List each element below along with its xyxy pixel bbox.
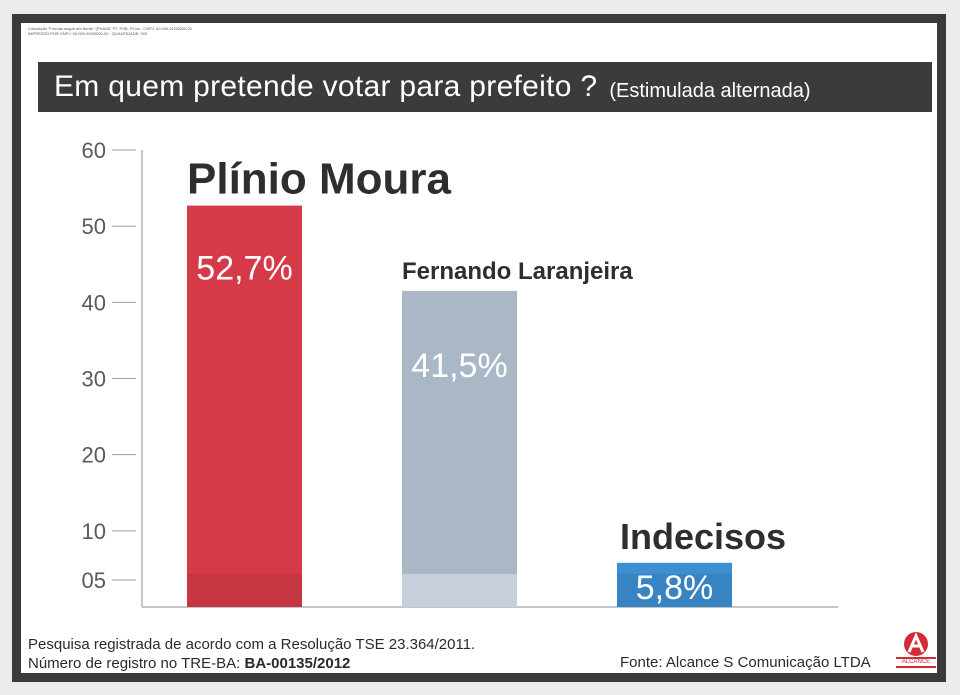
bar-value-label: 41,5% [411,347,507,385]
registration-number: BA-00135/2012 [244,655,351,672]
bar-base-band [187,574,302,607]
chart-subtitle: (Estimulada alternada) [609,79,811,102]
print-info-line1: Colocação "Formas seguir em frente" (PHA… [28,26,192,31]
bar-group: 5,8% Indecisos [617,516,786,607]
bar-value-label: 52,7% [196,250,292,288]
print-info: Colocação "Formas seguir em frente" (PHA… [28,26,192,36]
y-tick-label: 20 [82,443,106,468]
bar-group: 41,5% Fernando Laranjeira [402,258,633,607]
bar-base-band [617,574,732,607]
bar-group: 52,7% Plínio Moura [187,155,452,607]
category-label: Plínio Moura [187,155,452,204]
title-bar: Em quem pretende votar para prefeito ? (… [38,62,932,112]
logo-text: ALCANCE [896,657,936,668]
bar-value-label: 5,8% [636,569,714,607]
y-tick-label: 40 [82,290,106,315]
bars: 52,7% Plínio Moura 41,5% Fernando Laranjeir… [187,155,786,607]
alcance-logo-icon [904,632,928,656]
chart-title: Em quem pretende votar para prefeito ? [54,70,598,103]
footer-line2: Número de registro no TRE-BA: BA-00135/2… [28,654,475,673]
bar [187,205,302,607]
bar [617,562,732,607]
source-credit: Fonte: Alcance S Comunicação LTDA [620,654,871,671]
footer-line1: Pesquisa registrada de acordo com a Reso… [28,636,476,653]
category-label: Indecisos [620,516,786,557]
y-tick-label: 50 [82,214,106,239]
y-tick-label: 30 [82,367,106,392]
bar [402,290,517,607]
y-tick-label: 05 [82,568,106,593]
print-info-line2: IMPRESSO POR CNPJ: 00.000.000/0000-00 - … [28,31,148,36]
y-tick-label: 60 [82,138,106,163]
footer-line2-prefix: Número de registro no TRE-BA: [28,655,241,672]
bar-base-band [402,574,517,607]
y-tick-label: 10 [82,519,106,544]
footer-notes: Pesquisa registrada de acordo com a Reso… [28,635,475,673]
category-label: Fernando Laranjeira [402,258,633,285]
